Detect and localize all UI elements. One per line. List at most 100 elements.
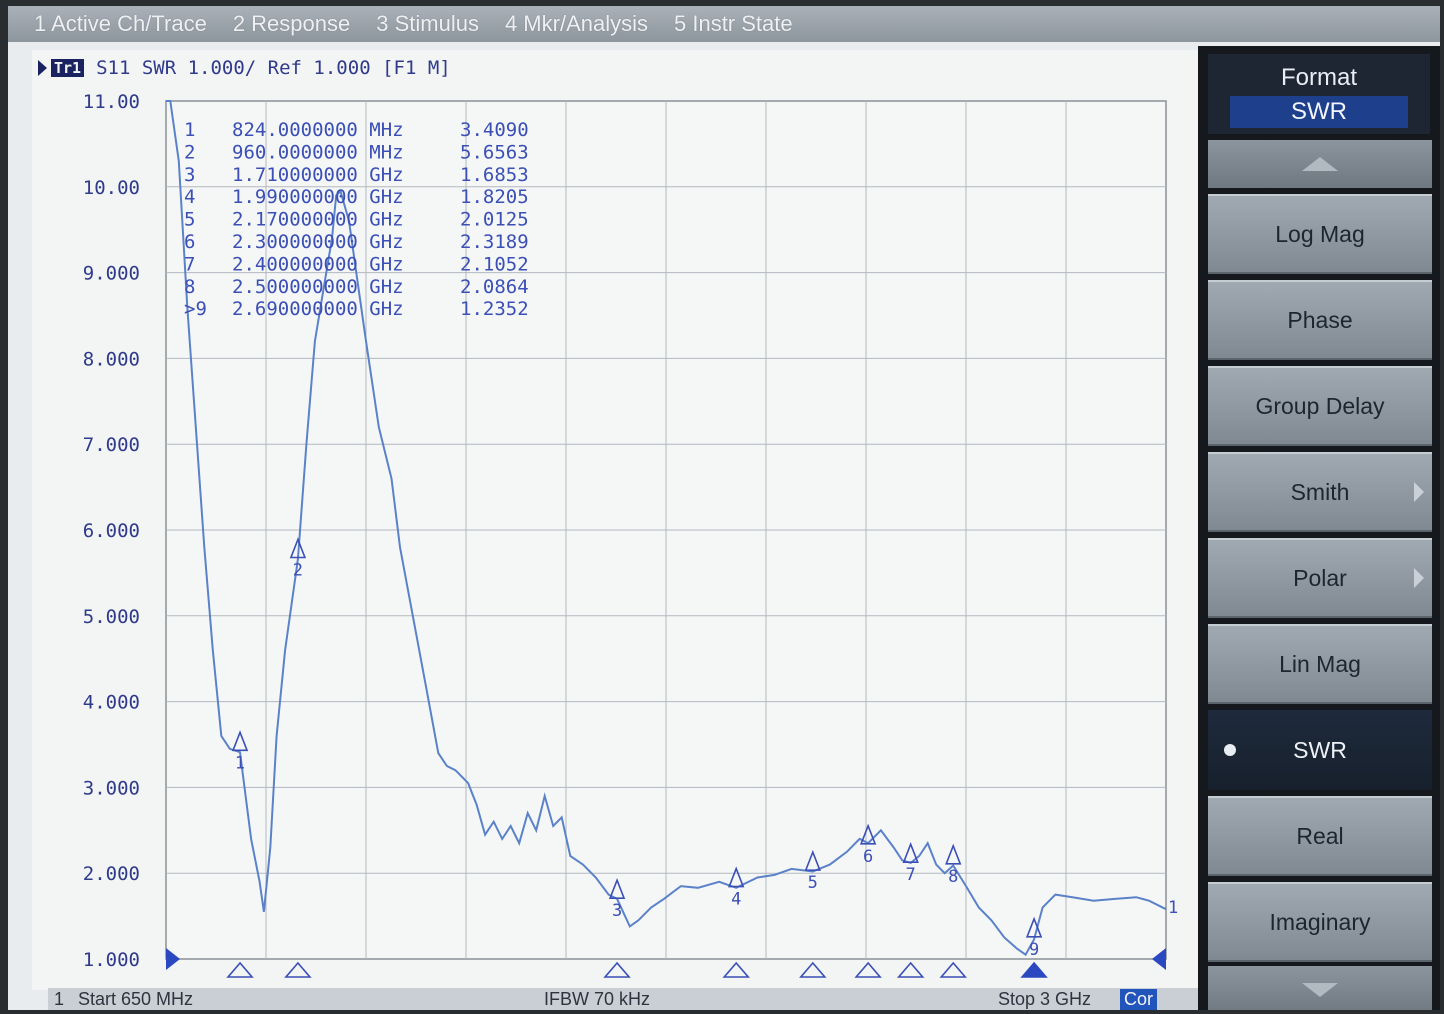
marker-table-frequency: 824.0000000 MHz (232, 119, 404, 141)
marker-number-label: 5 (808, 873, 818, 893)
scroll-down-button[interactable] (1208, 966, 1432, 1010)
y-tick-label: 2.000 (83, 863, 140, 885)
marker-table-number: 6 (184, 231, 195, 253)
marker-number-label: 1 (235, 753, 245, 773)
marker-triangle-icon[interactable] (289, 537, 307, 559)
softkey-lin-mag[interactable]: Lin Mag (1208, 624, 1432, 704)
swr-trace-line (166, 100, 1167, 957)
softkey-label: Polar (1293, 564, 1347, 591)
marker-position-icon[interactable] (226, 961, 254, 978)
menu-instr-state[interactable]: 5 Instr State (674, 11, 793, 36)
marker-table-frequency: 1.710000000 GHz (232, 164, 404, 186)
analyzer-screen: 1 Active Ch/Trace 2 Response 3 Stimulus … (8, 6, 1440, 1010)
trace-settings-text: S11 SWR 1.000/ Ref 1.000 [F1 M] (96, 57, 451, 79)
menu-stimulus[interactable]: 3 Stimulus (376, 11, 479, 36)
trace-end-label: 1 (1168, 898, 1178, 918)
selected-dot-icon (1224, 744, 1236, 756)
marker-triangle-icon[interactable] (902, 841, 919, 863)
marker-position-icon[interactable] (799, 961, 827, 978)
trace-id-badge: Tr1 (51, 59, 85, 77)
y-tick-label: 5.000 (83, 606, 140, 628)
marker-table-value: 5.6563 (460, 141, 529, 163)
softkey-label: Lin Mag (1279, 650, 1361, 677)
ifbw-setting[interactable]: IFBW 70 kHz (544, 989, 651, 1009)
menu-response[interactable]: 2 Response (232, 11, 351, 36)
marker-table-value: 1.8205 (460, 186, 529, 208)
format-current-value: SWR (1230, 96, 1408, 128)
y-tick-label: 6.000 (83, 520, 140, 542)
marker-triangle-icon[interactable] (859, 823, 877, 845)
softkey-panel: Format SWR Log Mag Phase Group Delay Smi… (1198, 46, 1440, 1010)
submenu-arrow-icon (1414, 482, 1424, 502)
marker-table-frequency: 960.0000000 MHz (232, 141, 404, 163)
marker-table-frequency: 2.500000000 GHz (232, 276, 404, 298)
marker-table-value: 2.1052 (460, 253, 529, 275)
y-tick-label: 7.000 (83, 434, 140, 456)
marker-position-icon[interactable] (854, 961, 882, 978)
menu-bar: 1 Active Ch/Trace 2 Response 3 Stimulus … (8, 6, 1440, 42)
marker-triangle-icon[interactable] (1025, 916, 1043, 938)
trace-header[interactable]: Tr1 S11 SWR 1.000/ Ref 1.000 [F1 M] (38, 56, 451, 80)
marker-table-frequency: 2.300000000 GHz (232, 231, 404, 253)
marker-position-icon[interactable] (284, 961, 312, 978)
marker-position-icon[interactable] (722, 961, 750, 978)
y-tick-label: 10.00 (83, 177, 140, 199)
softkey-label: Smith (1290, 478, 1350, 505)
marker-number-label: 6 (863, 847, 873, 867)
marker-table-value: 2.0864 (460, 276, 529, 298)
marker-triangle-icon[interactable] (231, 730, 249, 752)
softkey-label: Log Mag (1275, 220, 1365, 247)
marker-number-label: 4 (731, 890, 741, 910)
marker-table-number: 7 (184, 253, 195, 275)
softkey-group-delay[interactable]: Group Delay (1208, 366, 1432, 446)
softkey-real[interactable]: Real (1208, 796, 1432, 876)
y-tick-label: 1.000 (83, 949, 140, 971)
status-bar: 1 Start 650 MHz IFBW 70 kHz Stop 3 GHz C… (48, 988, 1198, 1010)
softkey-swr[interactable]: SWR (1208, 710, 1432, 790)
y-tick-label: 3.000 (83, 777, 140, 799)
marker-table-frequency: 2.690000000 GHz (232, 298, 404, 320)
marker-number-label: 2 (293, 560, 303, 580)
marker-table-number: 5 (184, 209, 195, 231)
correction-badge: Cor (1120, 989, 1158, 1010)
menu-active-ch-trace[interactable]: 1 Active Ch/Trace (34, 11, 207, 36)
submenu-arrow-icon (1414, 568, 1424, 588)
marker-triangle-icon[interactable] (804, 849, 821, 871)
active-trace-triangle-icon (38, 60, 47, 76)
softkey-polar[interactable]: Polar (1208, 538, 1432, 618)
y-tick-label: 9.000 (83, 263, 140, 285)
marker-table-value: 3.4090 (460, 119, 529, 141)
marker-triangle-icon[interactable] (945, 843, 962, 865)
y-tick-label: 11.00 (83, 91, 140, 113)
marker-position-icon[interactable] (1020, 961, 1048, 978)
marker-number-label: 3 (612, 901, 622, 921)
softkey-label: Real (1296, 822, 1344, 849)
softkey-label: Phase (1287, 306, 1353, 333)
marker-position-icon[interactable] (939, 961, 967, 978)
marker-triangle-icon[interactable] (608, 877, 626, 900)
marker-position-icon[interactable] (896, 961, 925, 978)
marker-table-number: 3 (184, 164, 195, 186)
marker-table-frequency: 2.400000000 GHz (232, 253, 404, 275)
marker-number-label: 9 (1029, 940, 1039, 960)
scroll-up-button[interactable] (1208, 140, 1432, 188)
softkey-phase[interactable]: Phase (1208, 280, 1432, 360)
marker-position-icon[interactable] (603, 961, 631, 978)
swr-plot[interactable]: 11.00 10.00 9.000 8.000 7.000 6.000 5.000 4.000… (8, 6, 1198, 988)
marker-table-value: 1.6853 (460, 164, 529, 186)
softkey-log-mag[interactable]: Log Mag (1208, 194, 1432, 274)
marker-table-frequency: 1.990000000 GHz (232, 186, 404, 208)
arrow-up-icon (1302, 157, 1338, 171)
marker-table-value: 2.0125 (460, 209, 529, 231)
menu-mkr-analysis[interactable]: 4 Mkr/Analysis (504, 11, 648, 36)
start-frequency[interactable]: Start 650 MHz (78, 989, 194, 1009)
softkey-imaginary[interactable]: Imaginary (1208, 882, 1432, 962)
marker-table-number: 8 (184, 276, 195, 298)
marker-triangle-icon[interactable] (728, 866, 745, 888)
softkey-smith[interactable]: Smith (1208, 452, 1432, 532)
stop-frequency[interactable]: Stop 3 GHz (998, 989, 1092, 1009)
marker-table-number: 1 (184, 119, 195, 141)
reference-level-left-icon (166, 948, 180, 970)
marker-table-value: 2.3189 (460, 231, 529, 253)
marker-table-number: >9 (184, 298, 207, 320)
